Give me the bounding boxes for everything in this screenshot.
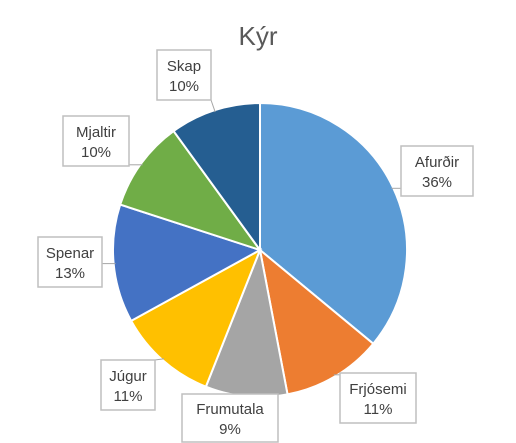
data-label-box bbox=[100, 359, 156, 411]
data-label-percent: 36% bbox=[422, 174, 452, 191]
leader-line bbox=[154, 358, 165, 361]
data-label-box bbox=[156, 49, 212, 101]
data-label-box bbox=[37, 236, 103, 288]
pie-slice-júgur bbox=[129, 247, 262, 388]
data-label-box bbox=[181, 393, 279, 443]
data-label: Frjósemi 11% bbox=[339, 372, 417, 424]
data-label-box bbox=[339, 372, 417, 424]
chart-title: Kýr bbox=[239, 21, 278, 51]
pie-slice-afurðir bbox=[259, 101, 409, 346]
data-label-category: Spenar bbox=[46, 245, 94, 262]
data-label-category: Frumutala bbox=[196, 401, 264, 418]
data-label: Spenar 13% bbox=[37, 236, 103, 288]
data-label: Afurðir 36% bbox=[400, 145, 474, 197]
leaders-layer bbox=[102, 99, 401, 376]
slices-layer bbox=[112, 101, 409, 399]
data-label-category: Júgur bbox=[109, 368, 147, 385]
data-label-percent: 11% bbox=[114, 388, 143, 405]
data-label: Mjaltir 10% bbox=[62, 115, 130, 167]
data-label-percent: 11% bbox=[364, 401, 393, 418]
data-label-percent: 13% bbox=[55, 265, 85, 282]
leader-line bbox=[210, 99, 216, 113]
data-label: Frumutala 9% bbox=[181, 393, 279, 443]
data-label: Júgur 11% bbox=[100, 359, 156, 411]
data-label-box bbox=[62, 115, 130, 167]
data-label-category: Frjósemi bbox=[349, 381, 407, 398]
data-label-percent: 9% bbox=[219, 421, 241, 438]
pie-slice-frjósemi bbox=[258, 247, 375, 396]
data-label-category: Mjaltir bbox=[76, 124, 116, 141]
data-label-percent: 10% bbox=[169, 78, 199, 95]
data-label-percent: 10% bbox=[81, 144, 111, 161]
labels-layer: Afurðir 36% Frjósemi 11% Frumutala 9% Júgur 11%… bbox=[37, 49, 474, 443]
pie-slice-mjaltir bbox=[118, 129, 263, 252]
data-label-category: Skap bbox=[167, 58, 201, 75]
data-label-box bbox=[400, 145, 474, 197]
data-label: Skap 10% bbox=[156, 49, 212, 101]
data-label-category: Afurðir bbox=[415, 154, 459, 171]
